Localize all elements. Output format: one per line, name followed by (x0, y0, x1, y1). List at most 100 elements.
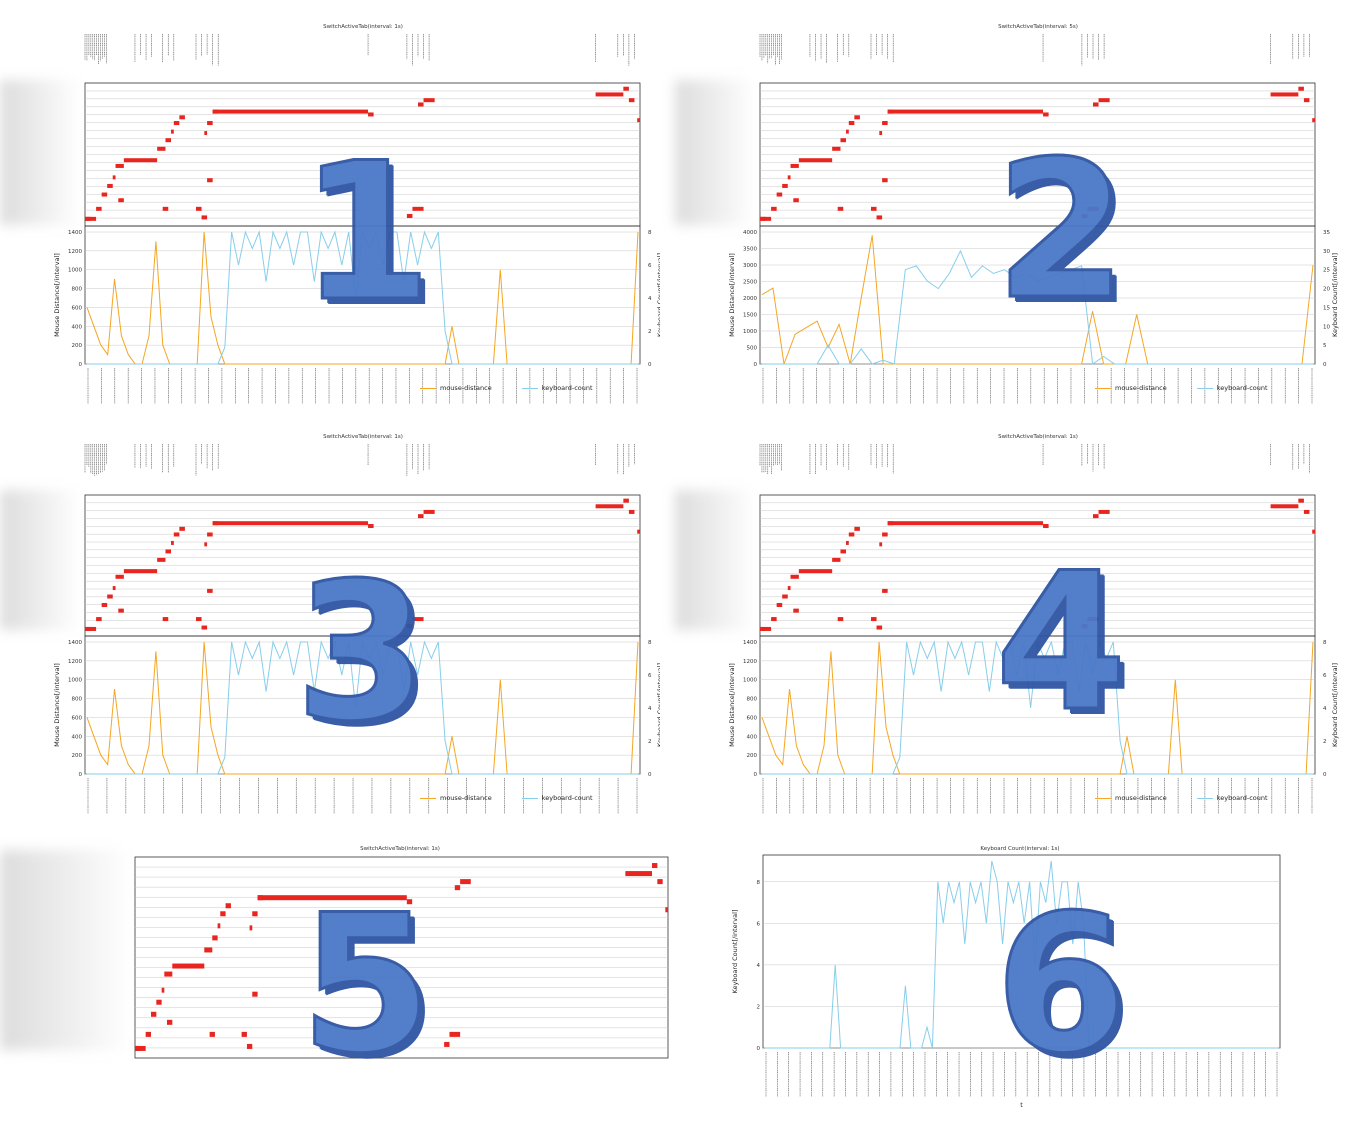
active-tab-segment (201, 215, 208, 220)
x-tick-labels (762, 368, 1313, 404)
active-tab-segment (782, 594, 788, 599)
y2-tick-label: 35 (1323, 230, 1330, 236)
y-tick-label: 1400 (68, 640, 82, 646)
active-tab-segment (848, 121, 855, 126)
active-tab-segment (1303, 509, 1310, 514)
active-tab-segment (882, 178, 888, 183)
chart-svg-2: SwitchActiveTab(interval: 5s)05001000150… (728, 24, 1339, 404)
chart-legend: mouse-distance keyboard-count (1095, 794, 1268, 802)
y-tick-label: 500 (747, 346, 758, 352)
active-tab-segment (1081, 213, 1088, 218)
active-tab-segment (112, 175, 116, 180)
active-tab-segment (776, 602, 783, 607)
active-tab-segment (1270, 92, 1299, 97)
active-tab-segment (252, 911, 258, 917)
active-tab-segment (879, 542, 883, 547)
y2-tick-label: 0 (1323, 362, 1327, 368)
y2-axis-label: Keyboard Count[/interval] (656, 663, 660, 747)
y2-tick-label: 8 (1323, 640, 1327, 646)
y-tick-label: 1400 (68, 230, 82, 236)
active-tab-segment (201, 625, 208, 630)
active-tab-segment (157, 146, 166, 151)
active-tab-segment (165, 138, 172, 143)
active-tab-segment (118, 608, 124, 613)
active-tab-segment (107, 183, 113, 188)
chart-svg-4: SwitchActiveTab(interval: 1s) 0 200 400 600 8… (728, 434, 1339, 814)
active-tab-segment (171, 540, 174, 545)
y2-axis-label: Keyboard Count[/interval] (1331, 663, 1339, 747)
active-tab-segment (423, 509, 435, 514)
active-tab-segment (85, 216, 91, 221)
active-tab-segment (628, 509, 635, 514)
active-tab-segment (220, 911, 226, 917)
active-tab-segment (249, 925, 253, 931)
y-tick-label: 200 (72, 753, 83, 759)
chart-svg-1: SwitchActiveTab(interval: 1s) 0 200 400 600 8… (53, 24, 664, 404)
y2-tick-label: 4 (648, 706, 652, 712)
active-tab-segment (887, 109, 1044, 114)
legend-swatch (1095, 387, 1111, 389)
panel-number-overlay: 5 (298, 874, 433, 1095)
y-tick-label: 2000 (743, 296, 757, 302)
active-tab-segment (595, 504, 624, 509)
active-tab-segment (771, 206, 777, 211)
active-tab-segment (623, 86, 629, 91)
legend-label: keyboard-count (541, 384, 593, 392)
chart-panel-2: SwitchActiveTab(interval: 5s) 0 500 1000 150… (675, 18, 1350, 430)
blurred-region (0, 490, 80, 630)
chart-svg-5: SwitchActiveTab(interval: 1s) (134, 846, 669, 1059)
active-tab-segment (165, 549, 172, 554)
keyboard-count-series (765, 860, 1278, 1049)
active-tab-segment (207, 588, 213, 593)
y-tick-label: 1000 (68, 268, 82, 274)
active-tab-segment (212, 935, 218, 941)
panel-number-overlay: 3 (293, 542, 428, 763)
active-tab-segment (846, 129, 849, 134)
active-tab-segment (1087, 206, 1099, 211)
active-tab-segment (798, 569, 833, 574)
active-tab-segment (793, 608, 799, 613)
active-tab-segment (454, 885, 461, 891)
active-tab-segment (882, 121, 888, 126)
active-tab-segment (848, 532, 855, 537)
active-tab-segment (837, 617, 844, 622)
active-tab-segment (173, 532, 180, 537)
active-tab-segment (1081, 624, 1088, 629)
active-tab-segment (85, 626, 91, 631)
keyboard-count-series (762, 640, 1313, 775)
panel-number-overlay: 2 (993, 120, 1128, 341)
active-tab-segment (96, 617, 102, 622)
legend-item: mouse-distance (420, 794, 492, 802)
active-tab-segment (156, 999, 162, 1005)
chart-title: SwitchActiveTab(interval: 1s) (323, 24, 403, 30)
y2-tick-label: 4 (1323, 706, 1327, 712)
y-tick-label: 3000 (743, 263, 757, 269)
top-tick-labels (84, 34, 635, 66)
y-tick-label: 4000 (743, 230, 757, 236)
chart-panel-4: SwitchActiveTab(interval: 1s) 0 200 400 600 8… (675, 428, 1350, 843)
active-tab-segment (107, 594, 113, 599)
legend-label: mouse-distance (440, 794, 492, 802)
active-tab-segment (423, 98, 435, 103)
active-tab-segment (876, 215, 883, 220)
y-tick-label: 3500 (743, 247, 757, 253)
active-tab-segment (652, 863, 658, 869)
active-tab-segment (790, 163, 799, 168)
active-tab-segment (846, 540, 849, 545)
active-tab-segment (1270, 504, 1299, 509)
active-tab-segment (793, 198, 799, 203)
y-tick-label: 0 (757, 1046, 761, 1052)
active-tab-segment (790, 574, 799, 579)
active-tab-segment (460, 879, 471, 885)
legend-label: keyboard-count (541, 794, 593, 802)
y2-tick-label: 8 (648, 640, 652, 646)
active-tab-segment (406, 213, 413, 218)
active-tab-segment (115, 574, 124, 579)
y-tick-label: 600 (72, 715, 83, 721)
y-tick-label: 0 (79, 772, 83, 778)
active-tab-segment (665, 907, 668, 913)
y2-tick-label: 6 (648, 263, 652, 269)
x-axis-label: t (1020, 1101, 1023, 1109)
y-tick-label: 800 (72, 697, 83, 703)
legend-item: keyboard-count (521, 384, 593, 392)
